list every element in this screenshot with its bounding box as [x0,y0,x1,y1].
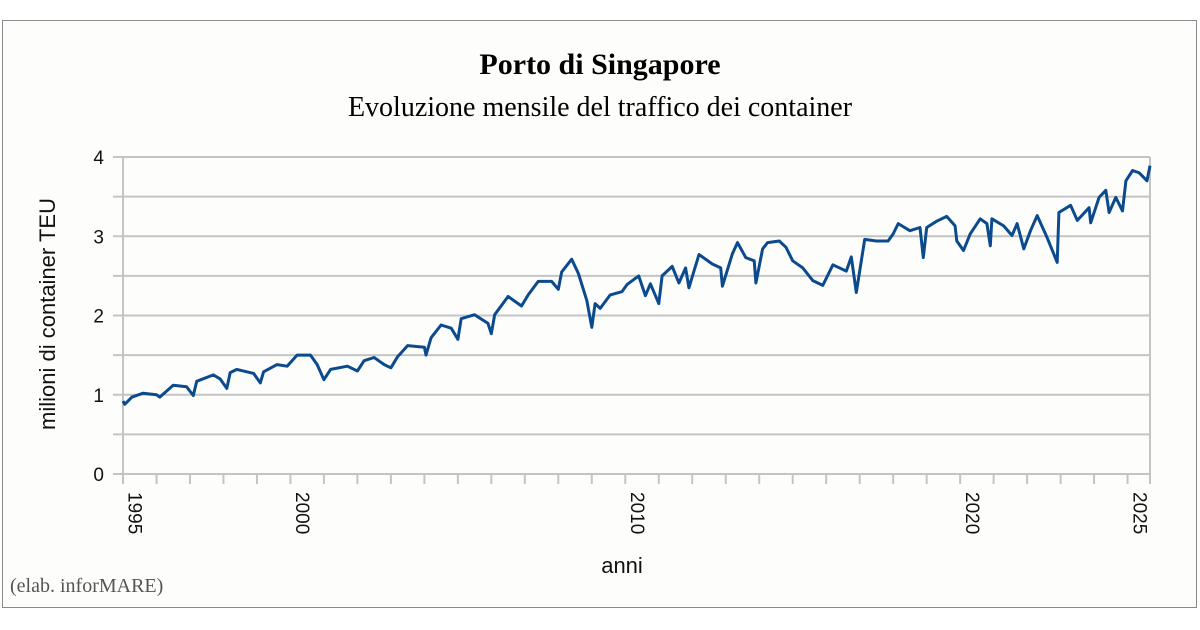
gridlines [113,156,1151,484]
chart-frame [2,20,1197,608]
chart-title: Porto di Singapore [479,48,721,81]
y-tick-label: 3 [93,227,104,248]
y-axis-tick-labels: 0 1 2 3 4 [93,148,104,486]
credit-note: (elab. inforMARE) [10,575,164,597]
y-axis-title: milioni di container TEU [35,198,60,430]
x-tick-label: 2020 [961,492,982,534]
x-axis-tick-labels: 1995 2000 2010 2020 2025 [124,492,1150,534]
x-tick-label: 1995 [124,492,145,534]
x-axis-title: anni [601,553,643,578]
y-tick-label: 2 [93,307,104,328]
y-tick-label: 4 [93,148,104,169]
y-tick-label: 1 [93,386,104,407]
x-tick-label: 2000 [291,492,312,534]
x-tick-label: 2025 [1128,492,1149,534]
x-axis-ticks [122,474,1129,484]
x-tick-label: 2010 [626,492,647,534]
y-tick-label: 0 [93,465,104,486]
series-line-teu [121,165,1152,406]
chart-subtitle: Evoluzione mensile del traffico dei cont… [347,92,853,123]
